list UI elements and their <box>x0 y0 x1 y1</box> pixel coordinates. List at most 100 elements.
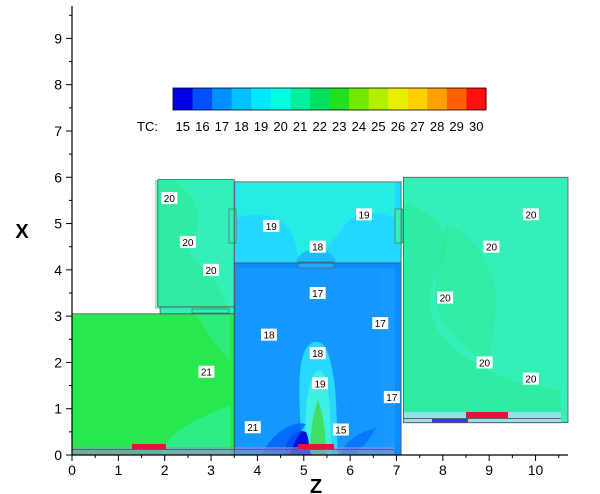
contour-label-text: 20 <box>206 266 218 277</box>
contour-label-19: 20 <box>522 372 539 386</box>
contour-label-bg <box>437 291 454 304</box>
contour-label-bg <box>263 219 280 232</box>
colorbar-tick-label-14: 29 <box>449 119 463 134</box>
y-ticks: 0 1 2 3 4 5 6 7 8 9 <box>54 14 72 463</box>
colorbar-cell-3 <box>231 88 252 110</box>
contour-label-15: 20 <box>522 208 539 221</box>
colorbar-tick-label-8: 23 <box>332 119 346 134</box>
x-tick-label-6: 6 <box>346 462 354 478</box>
colorbar-cell-5 <box>270 88 291 110</box>
colorbar-label: TC: <box>137 119 158 134</box>
contour-label-1: 20 <box>179 236 196 249</box>
contour-label-text: 21 <box>247 423 259 434</box>
contour-label-text: 20 <box>525 375 537 386</box>
contour-label-text: 20 <box>486 243 498 254</box>
domain-region-outline-4 <box>233 181 402 264</box>
x-tick-label-7: 7 <box>393 462 401 478</box>
contour-label-text: 21 <box>201 368 213 379</box>
x-ticks: 0 1 2 3 4 5 6 7 8 9 10 <box>68 455 560 478</box>
colorbar-tick-label-4: 19 <box>254 119 268 134</box>
contour-label-text: 20 <box>440 294 452 305</box>
y-tick-label-6: 6 <box>54 169 62 185</box>
floor-strip <box>72 447 394 455</box>
colorbar-cell-15 <box>466 88 487 110</box>
heat-source-left <box>132 444 166 449</box>
contour-label-bg <box>309 347 326 360</box>
colorbar-tick-label-11: 26 <box>391 119 405 134</box>
x-tick-label-9: 9 <box>485 462 493 478</box>
colorbar-cell-1 <box>192 88 213 110</box>
contour-label-7: 18 <box>309 240 326 254</box>
colorbar-tick-label-10: 25 <box>371 119 385 134</box>
contour-band-17c-right <box>378 268 395 455</box>
contour-label-bg <box>483 240 500 253</box>
contour-label-18: 20 <box>476 356 493 369</box>
x-tick-label-5: 5 <box>300 462 308 478</box>
colorbar-tick-label-7: 22 <box>312 119 326 134</box>
colorbar-tick-label-9: 24 <box>352 119 366 134</box>
colorbar-cell-13 <box>427 88 448 110</box>
y-tick-label-3: 3 <box>54 308 62 324</box>
contour-label-bg <box>161 192 178 205</box>
contour-label-2: 20 <box>203 263 220 277</box>
colorbar-tick-label-12: 27 <box>410 119 424 134</box>
x-tick-label-1: 1 <box>114 462 122 478</box>
y-tick-label-9: 9 <box>54 30 62 46</box>
colorbar-cell-2 <box>212 88 233 110</box>
contour-label-text: 19 <box>358 210 370 221</box>
colorbar-cell-9 <box>349 88 370 110</box>
colorbar-cell-8 <box>329 88 350 110</box>
y-tick-label-0: 0 <box>54 447 62 463</box>
contour-label-bg <box>203 263 220 276</box>
contour-label-text: 18 <box>263 331 275 342</box>
contour-label-text: 15 <box>335 426 347 437</box>
heat-source-middle <box>298 444 334 449</box>
contour-label-8: 17 <box>309 286 326 300</box>
colorbar: 15 16 17 18 19 20 21 22 23 24 25 26 27 28 29 30 <box>172 87 487 134</box>
domain-region-outline-5 <box>403 176 569 423</box>
contour-band-19-top <box>236 182 395 262</box>
axes <box>71 6 568 456</box>
contour-label-bg <box>522 372 539 385</box>
contour-label-text: 18 <box>312 243 324 254</box>
contour-label-bg <box>198 365 215 378</box>
y-tick-label-8: 8 <box>54 77 62 93</box>
x-tick-label-3: 3 <box>207 462 215 478</box>
contour-label-4: 21 <box>244 421 261 434</box>
connector-strip-left <box>228 208 237 244</box>
y-tick-label-2: 2 <box>54 354 62 370</box>
y-tick-label-4: 4 <box>54 262 62 278</box>
colorbar-cell-14 <box>446 88 467 110</box>
contour-label-text: 17 <box>375 319 387 330</box>
connector-strip-right <box>394 208 404 244</box>
y-axis-title: X <box>15 221 29 243</box>
right-floor-line <box>403 418 561 419</box>
contour-label-bg <box>244 421 261 434</box>
contour-label-6: 19 <box>356 208 373 221</box>
contour-label-13: 17 <box>383 391 400 404</box>
right-floor-blue <box>432 418 468 423</box>
contour-label-text: 20 <box>164 194 176 205</box>
colorbar-tick-label-5: 20 <box>273 119 287 134</box>
y-tick-label-7: 7 <box>54 123 62 139</box>
contour-shading <box>72 180 561 455</box>
contour-label-0: 20 <box>161 192 178 205</box>
x-axis-title: Z <box>310 476 322 494</box>
contour-label-text: 17 <box>386 393 398 404</box>
floor-strip-line <box>72 449 394 450</box>
contour-label-3: 21 <box>198 365 215 379</box>
colorbar-tick-label-15: 30 <box>469 119 483 134</box>
y-tick-label-5: 5 <box>54 216 62 232</box>
contour-labels: 20 20 20 21 21 19 19 18 17 18 17 18 19 17 15 20 20 20 20 20 <box>161 192 539 437</box>
contour-label-10: 17 <box>372 317 389 330</box>
contour-label-text: 19 <box>266 222 278 233</box>
contour-label-5: 19 <box>263 219 280 233</box>
x-tick-label-10: 10 <box>528 462 544 478</box>
ledge-strip-left <box>191 308 230 314</box>
heat-source-right <box>466 412 508 418</box>
x-tick-label-8: 8 <box>439 462 447 478</box>
contour-label-text: 20 <box>525 210 537 221</box>
colorbar-tick-label-6: 21 <box>293 119 307 134</box>
contour-label-16: 20 <box>483 240 500 254</box>
